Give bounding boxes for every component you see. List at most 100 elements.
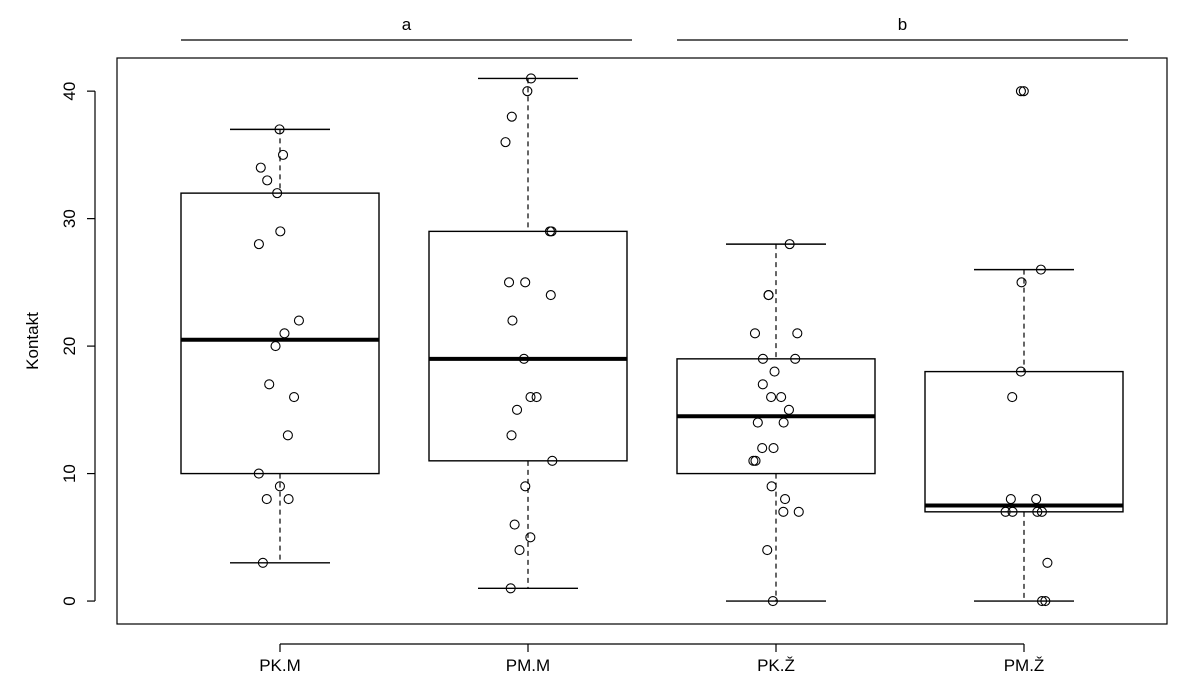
data-point: [1015, 366, 1027, 377]
data-point: [505, 583, 516, 594]
data-point: [750, 455, 761, 466]
data-point: [778, 506, 789, 517]
y-axis-label: Kontakt: [23, 312, 42, 370]
iqr-box: [924, 370, 1124, 513]
x-tick-label: PK.M: [259, 656, 301, 675]
data-point: [768, 443, 779, 454]
data-point: [277, 149, 289, 160]
data-point: [1015, 86, 1026, 97]
data-point: [749, 328, 761, 339]
data-point: [1035, 264, 1046, 275]
data-point: [253, 468, 264, 479]
plot-area: [116, 57, 1168, 625]
data-point: [275, 226, 286, 237]
data-point: [1031, 494, 1042, 505]
box-PM.Ž: [924, 268, 1124, 602]
data-point: [272, 188, 283, 199]
data-point: [762, 545, 773, 556]
data-point: [293, 315, 304, 326]
data-point: [1018, 86, 1029, 97]
group-label: a: [402, 15, 412, 34]
iqr-box: [180, 192, 380, 475]
data-point: [261, 494, 272, 505]
data-point: [282, 430, 293, 441]
data-point: [525, 73, 537, 84]
data-point: [545, 290, 556, 301]
data-point: [506, 430, 517, 441]
data-point: [776, 392, 787, 403]
data-point: [270, 341, 281, 352]
y-tick-label: 20: [60, 337, 79, 356]
data-point: [1040, 596, 1051, 607]
y-tick-label: 30: [60, 209, 79, 228]
x-tick-label: PM.M: [506, 656, 550, 675]
data-point: [779, 494, 791, 505]
data-point: [1036, 596, 1048, 607]
plot-frame: [116, 57, 1168, 625]
data-point: [1007, 506, 1018, 517]
data-point: [518, 353, 530, 364]
data-point: [253, 239, 264, 250]
data-point: [757, 379, 768, 390]
data-point: [264, 379, 275, 390]
data-point: [522, 86, 533, 97]
data-point: [752, 417, 763, 428]
data-point: [1007, 392, 1018, 403]
data-point: [274, 481, 285, 492]
x-axis: PK.M PM.M PK.Ž PM.Ž: [259, 643, 1045, 675]
data-point: [748, 455, 759, 466]
data-point: [506, 111, 517, 122]
data-point: [520, 277, 531, 288]
data-point: [289, 392, 300, 403]
data-point: [279, 328, 290, 339]
data-point: [511, 404, 523, 415]
data-point: [1042, 557, 1053, 568]
data-point: [520, 481, 531, 492]
box-PM.M: [428, 77, 628, 590]
group-label: b: [898, 15, 907, 34]
data-point: [766, 392, 777, 403]
y-tick-label: 0: [60, 596, 79, 605]
data-point: [793, 506, 804, 517]
data-point: [500, 137, 511, 148]
data-point: [283, 494, 294, 505]
data-point: [767, 596, 778, 607]
data-point: [274, 124, 285, 135]
data-point: [509, 519, 520, 530]
data-point: [531, 392, 542, 403]
data-point: [547, 455, 558, 466]
data-point: [503, 277, 515, 288]
boxes: [180, 77, 1124, 602]
data-point: [790, 353, 801, 364]
data-point: [1036, 506, 1047, 517]
data-point: [1005, 494, 1016, 505]
data-point: [507, 315, 518, 326]
data-point: [769, 366, 780, 377]
x-tick-label: PK.Ž: [757, 656, 795, 675]
box-PK.M: [180, 128, 380, 564]
data-point: [792, 328, 803, 339]
data-point: [778, 417, 789, 428]
data-point: [783, 404, 794, 415]
y-tick-label: 40: [60, 82, 79, 101]
data-point: [546, 226, 557, 237]
data-point: [525, 392, 536, 403]
data-point: [1000, 506, 1011, 517]
box-PK.Ž: [676, 243, 876, 602]
data-point: [1032, 506, 1043, 517]
data-point: [525, 532, 536, 543]
data-point: [255, 162, 266, 173]
data-point: [757, 443, 768, 454]
data-point: [784, 239, 795, 250]
data-point: [257, 557, 268, 568]
data-point: [262, 175, 273, 186]
data-points: [253, 73, 1053, 607]
data-point: [514, 545, 525, 556]
x-tick-label: PM.Ž: [1004, 656, 1045, 675]
data-point: [763, 290, 774, 301]
y-axis: 0 10 20 30 40: [60, 82, 96, 606]
data-point: [766, 481, 777, 492]
data-point: [1016, 277, 1027, 288]
